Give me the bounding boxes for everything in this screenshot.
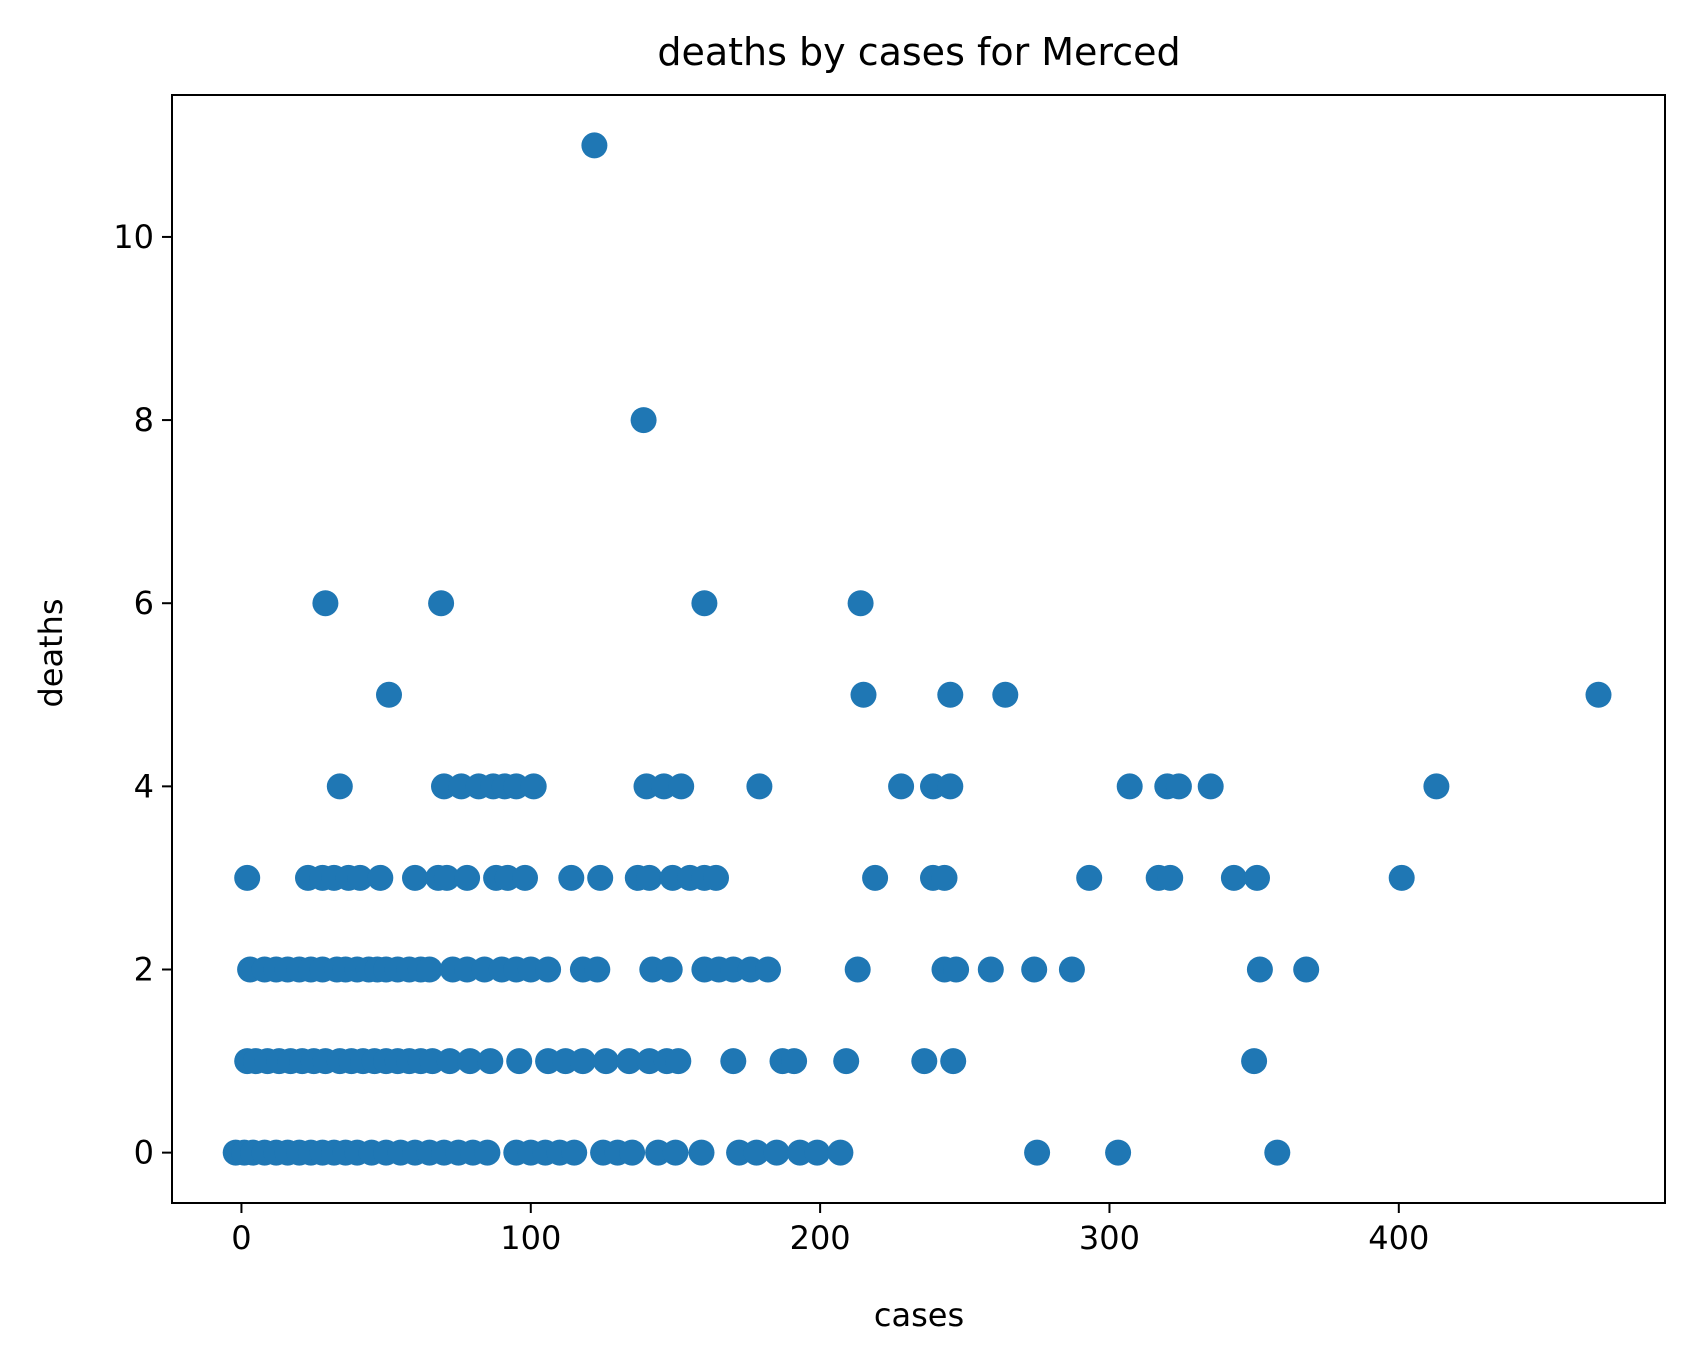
scatter-point (1244, 864, 1270, 891)
scatter-point (535, 956, 562, 983)
chart-title: deaths by cases for Merced (657, 30, 1180, 74)
scatter-point (746, 773, 773, 800)
scatter-point (558, 864, 585, 891)
scatter-point (569, 1048, 596, 1075)
scatter-point (584, 956, 611, 983)
scatter-point (1241, 1048, 1268, 1075)
scatter-point (703, 864, 729, 891)
y-tick-label: 2 (134, 950, 154, 988)
scatter-point (1157, 864, 1184, 891)
scatter-point (847, 590, 874, 617)
scatter-point (587, 864, 614, 891)
scatter-point (234, 864, 261, 891)
scatter-point (593, 1048, 619, 1075)
scatter-point (506, 1048, 533, 1075)
scatter-point (1246, 956, 1273, 983)
scatter-point (1021, 956, 1048, 983)
scatter-point (474, 1139, 501, 1166)
scatter-point (850, 681, 877, 708)
scatter-point (691, 590, 718, 617)
y-tick-label: 0 (134, 1134, 154, 1172)
scatter-point (833, 1048, 860, 1075)
scatter-point (428, 590, 455, 617)
scatter-point (347, 864, 374, 891)
scatter-point (436, 1048, 463, 1075)
scatter-point (520, 773, 547, 800)
scatter-point (561, 1139, 588, 1166)
scatter-point (827, 1139, 854, 1166)
y-tick-label: 4 (134, 767, 154, 805)
scatter-point (367, 864, 394, 891)
scatter-point (1024, 1139, 1051, 1166)
scatter-point (1388, 864, 1415, 891)
scatter-point (755, 956, 781, 983)
scatter-point (662, 1139, 689, 1166)
x-tick-label: 300 (1079, 1219, 1140, 1257)
scatter-point (1076, 864, 1103, 891)
scatter-point (433, 864, 460, 891)
scatter-point (977, 956, 1004, 983)
data-points (222, 132, 1612, 1166)
scatter-point (457, 1048, 483, 1075)
scatter-point (937, 773, 964, 800)
scatter-point (1197, 773, 1224, 800)
scatter-point (911, 1048, 938, 1075)
scatter-point (1264, 1139, 1291, 1166)
scatter-point (326, 773, 353, 800)
scatter-point (581, 132, 608, 159)
scatter-point (763, 1139, 790, 1166)
x-tick-label: 200 (790, 1219, 851, 1257)
scatter-point (312, 590, 339, 617)
scatter-point (1058, 956, 1085, 983)
scatter-point (781, 1048, 808, 1075)
scatter-point (402, 864, 428, 891)
y-tick-label: 10 (113, 218, 154, 256)
y-tick-label: 6 (134, 584, 154, 622)
scatter-point (630, 407, 657, 434)
scatter-point (636, 864, 663, 891)
scatter-point (665, 1048, 692, 1075)
scatter-point (1585, 681, 1612, 708)
scatter-point (1105, 1139, 1132, 1166)
scatter-point (668, 773, 695, 800)
scatter-point (1116, 773, 1143, 800)
scatter-point (619, 1139, 646, 1166)
x-tick-label: 400 (1368, 1219, 1429, 1257)
scatter-point (477, 1048, 504, 1075)
scatter-point (616, 1048, 643, 1075)
scatter-point (804, 1139, 831, 1166)
scatter-point (844, 956, 871, 983)
scatter-point (416, 956, 443, 983)
scatter-point (888, 773, 915, 800)
scatter-point (743, 1139, 770, 1166)
scatter-point (376, 681, 402, 708)
scatter-point (940, 1048, 967, 1075)
plot-frame (171, 94, 1666, 1204)
scatter-point (862, 864, 889, 891)
scatter-point (943, 956, 970, 983)
scatter-point (656, 956, 683, 983)
scatter-point (1165, 773, 1192, 800)
scatter-point (1220, 864, 1247, 891)
scatter-point (454, 864, 481, 891)
scatter-point (1423, 773, 1450, 800)
scatter-point (512, 864, 538, 891)
x-tick-label: 100 (500, 1219, 561, 1257)
x-axis-label: cases (874, 1296, 964, 1334)
scatter-point (720, 1048, 747, 1075)
y-tick-label: 8 (134, 401, 154, 439)
y-axis-ticks: 0 2 4 6 8 10 (113, 218, 172, 1172)
scatter-point (688, 1139, 715, 1166)
y-axis-label: deaths (32, 598, 70, 707)
x-tick-label: 0 (231, 1219, 251, 1257)
scatter-point (937, 681, 964, 708)
scatter-point (931, 864, 958, 891)
scatter-point (1293, 956, 1320, 983)
scatter-point (992, 681, 1019, 708)
x-axis-ticks: 0 100 200 300 400 (231, 1203, 1429, 1257)
